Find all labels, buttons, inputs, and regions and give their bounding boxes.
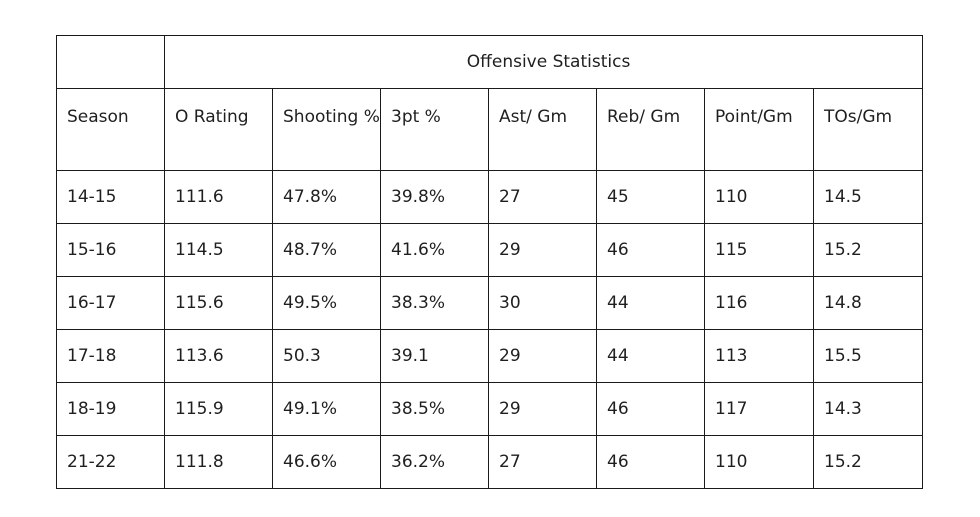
super-header-row: Offensive Statistics	[56, 35, 924, 89]
table-cell: 115.6	[164, 276, 273, 330]
table-cell: 30	[488, 276, 597, 330]
table-cell: 110	[704, 170, 814, 224]
column-header-shooting-pct: Shooting %	[272, 88, 381, 171]
table-cell: 115.9	[164, 382, 273, 436]
table-cell: 46	[596, 382, 705, 436]
table-cell: 29	[488, 223, 597, 277]
table-cell: 39.8%	[380, 170, 489, 224]
column-header-row: Season O Rating Shooting % 3pt % Ast/ Gm…	[56, 88, 924, 171]
table-cell: 111.6	[164, 170, 273, 224]
table-cell: 46	[596, 223, 705, 277]
super-header-cell: Offensive Statistics	[163, 35, 924, 89]
table-row: 16-17 115.6 49.5% 38.3% 30 44 116 14.8	[56, 276, 924, 330]
table-row: 21-22 111.8 46.6% 36.2% 27 46 110 15.2	[56, 435, 924, 489]
column-header-point-gm: Point/Gm	[704, 88, 814, 171]
table-cell: 14.3	[812, 382, 924, 436]
column-header-o-rating: O Rating	[164, 88, 273, 171]
table-cell: 111.8	[164, 435, 273, 489]
table-cell: 29	[488, 382, 597, 436]
table-cell: 49.1%	[272, 382, 381, 436]
table-cell: 18-19	[56, 382, 165, 436]
column-header-tos-gm: TOs/Gm	[812, 88, 924, 171]
column-header-reb-gm: Reb/ Gm	[596, 88, 705, 171]
table-cell: 50.3	[272, 329, 381, 383]
empty-corner-cell	[56, 35, 165, 89]
table-cell: 45	[596, 170, 705, 224]
column-header-3pt-pct: 3pt %	[380, 88, 489, 171]
table-cell: 113	[704, 329, 814, 383]
table-cell: 38.5%	[380, 382, 489, 436]
table-cell: 21-22	[56, 435, 165, 489]
table-cell: 49.5%	[272, 276, 381, 330]
table-cell: 36.2%	[380, 435, 489, 489]
table-cell: 14-15	[56, 170, 165, 224]
table-cell: 114.5	[164, 223, 273, 277]
table-cell: 15-16	[56, 223, 165, 277]
table-cell: 116	[704, 276, 814, 330]
table-row: 17-18 113.6 50.3 39.1 29 44 113 15.5	[56, 329, 924, 383]
table-cell: 117	[704, 382, 814, 436]
table-cell: 110	[704, 435, 814, 489]
table-cell: 113.6	[164, 329, 273, 383]
table-cell: 44	[596, 329, 705, 383]
table-cell: 38.3%	[380, 276, 489, 330]
table-row: 18-19 115.9 49.1% 38.5% 29 46 117 14.3	[56, 382, 924, 436]
table-cell: 47.8%	[272, 170, 381, 224]
table-cell: 15.2	[812, 223, 924, 277]
table-cell: 14.8	[812, 276, 924, 330]
column-header-ast-gm: Ast/ Gm	[488, 88, 597, 171]
offensive-statistics-table: Offensive Statistics Season O Rating Sho…	[56, 35, 924, 489]
table-cell: 41.6%	[380, 223, 489, 277]
table-cell: 15.5	[812, 329, 924, 383]
table-cell: 15.2	[812, 435, 924, 489]
table-cell: 29	[488, 329, 597, 383]
table-cell: 44	[596, 276, 705, 330]
table-cell: 16-17	[56, 276, 165, 330]
table-row: 15-16 114.5 48.7% 41.6% 29 46 115 15.2	[56, 223, 924, 277]
table-cell: 14.5	[812, 170, 924, 224]
table-cell: 39.1	[380, 329, 489, 383]
table-cell: 46.6%	[272, 435, 381, 489]
table-cell: 17-18	[56, 329, 165, 383]
table-cell: 115	[704, 223, 814, 277]
table-row: 14-15 111.6 47.8% 39.8% 27 45 110 14.5	[56, 170, 924, 224]
table-cell: 48.7%	[272, 223, 381, 277]
column-header-season: Season	[56, 88, 165, 171]
table-cell: 46	[596, 435, 705, 489]
table-cell: 27	[488, 435, 597, 489]
table-cell: 27	[488, 170, 597, 224]
